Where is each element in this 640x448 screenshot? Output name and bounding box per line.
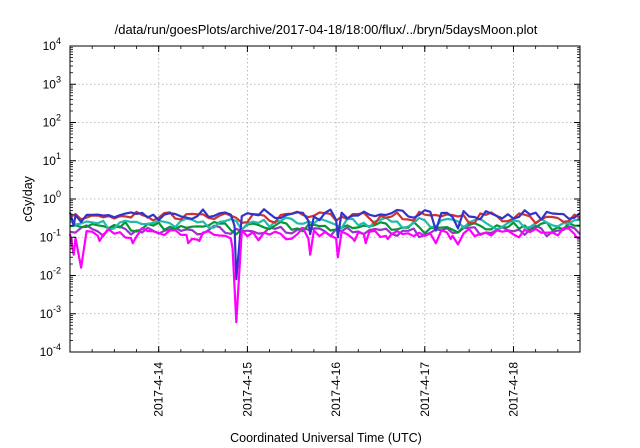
y-tick-label: 101 bbox=[43, 151, 61, 168]
y-tick-label: 10-2 bbox=[40, 266, 61, 283]
x-axis-label: Coordinated Universal Time (UTC) bbox=[230, 431, 422, 445]
ticks: 10-4 10-3 10-2 10-1 100 101 102 103 104 2017-4-14… bbox=[40, 36, 581, 417]
y-tick-label: 10-3 bbox=[40, 304, 61, 321]
y-tick-label: 100 bbox=[43, 189, 61, 206]
y-tick-label: 10-4 bbox=[40, 342, 61, 359]
x-tick-label: 2017-4-14 bbox=[152, 362, 166, 417]
y-axis-label: cGy/day bbox=[21, 175, 35, 222]
x-tick-label: 2017-4-16 bbox=[329, 362, 343, 417]
x-tick-label: 2017-4-17 bbox=[418, 362, 432, 417]
series-line-5 bbox=[68, 226, 581, 324]
y-tick-label: 102 bbox=[43, 113, 61, 130]
x-tick-label: 2017-4-18 bbox=[506, 362, 520, 417]
x-tick-label: 2017-4-15 bbox=[240, 362, 254, 417]
y-tick-label: 104 bbox=[43, 36, 61, 53]
series-line-2 bbox=[69, 216, 581, 231]
y-tick-label: 103 bbox=[43, 74, 61, 91]
series-line-3 bbox=[69, 220, 580, 236]
grid bbox=[70, 46, 580, 352]
chart-title: /data/run/goesPlots/archive/2017-04-18/1… bbox=[115, 22, 538, 37]
series-layer bbox=[68, 208, 581, 324]
y-tick-label: 10-1 bbox=[40, 227, 61, 244]
series-line-0 bbox=[68, 208, 581, 281]
